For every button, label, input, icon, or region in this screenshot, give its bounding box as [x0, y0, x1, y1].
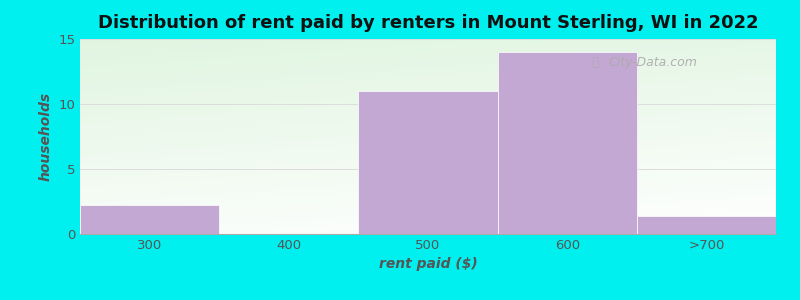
- X-axis label: rent paid ($): rent paid ($): [378, 257, 478, 272]
- Text: City-Data.com: City-Data.com: [609, 56, 698, 69]
- Title: Distribution of rent paid by renters in Mount Sterling, WI in 2022: Distribution of rent paid by renters in …: [98, 14, 758, 32]
- Bar: [498, 52, 637, 234]
- Text: 🔍: 🔍: [591, 56, 599, 69]
- Bar: [80, 206, 219, 234]
- Bar: [358, 91, 498, 234]
- Y-axis label: households: households: [38, 92, 53, 181]
- Bar: [637, 216, 776, 234]
